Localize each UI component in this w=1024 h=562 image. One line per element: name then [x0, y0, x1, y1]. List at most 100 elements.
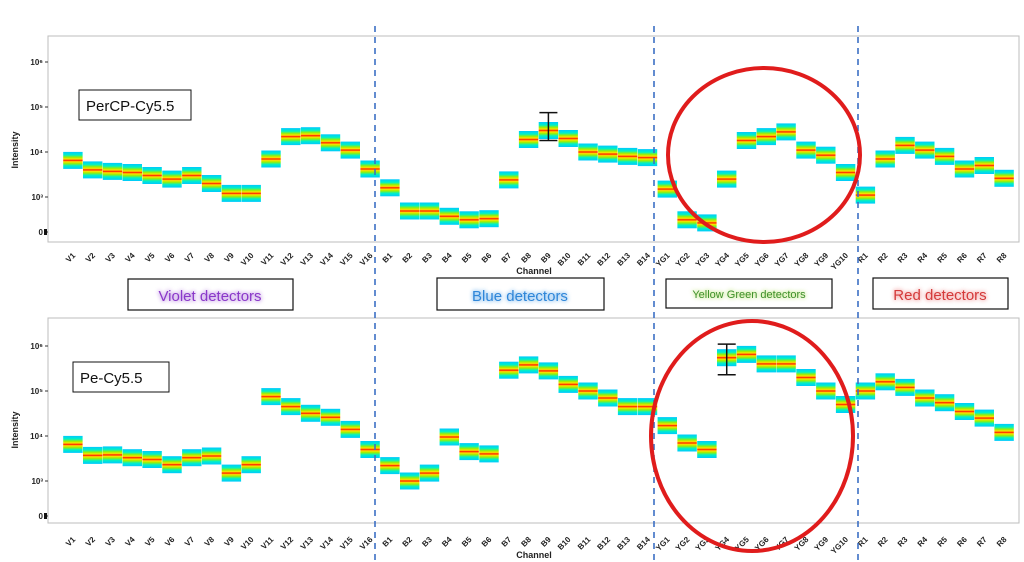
channel-tick-label: R3 [896, 251, 910, 265]
channel-tick-label: V13 [299, 535, 316, 552]
spectrum-bar [102, 162, 123, 180]
highlight-circle-yg-pe [649, 319, 855, 553]
y-axis-label: Intensity [10, 411, 20, 448]
channel-tick-label: R5 [936, 251, 950, 265]
y-tick-label: 10⁶ [30, 342, 43, 351]
channel-tick-label: YG1 [654, 535, 672, 553]
channel-tick-label: B3 [420, 535, 434, 549]
spectrum-bar [736, 345, 757, 363]
red-detectors-label: Red detectors [893, 287, 986, 304]
channel-tick-label: V12 [279, 251, 296, 268]
spectrum-bar [360, 441, 380, 458]
spectrum-bar [281, 398, 301, 416]
spectrum-bar [380, 457, 400, 475]
channel-tick-label: B14 [635, 535, 652, 552]
channel-tick-label: B11 [576, 535, 593, 552]
spectrum-bar [439, 207, 459, 225]
spectrum-bar [142, 451, 162, 468]
y-tick-label: 0 [39, 512, 44, 521]
spectrum-bar [717, 170, 737, 188]
spectrum-bar [201, 447, 222, 465]
channel-tick-label: V15 [338, 535, 355, 552]
spectrum-bar [499, 171, 519, 189]
channel-tick-label: YG8 [793, 251, 811, 269]
y-tick-label: 10⁶ [30, 58, 43, 67]
spectrum-bar [954, 160, 975, 178]
spectrum-bar [934, 394, 955, 412]
blue-detectors-label: Blue detectors [472, 288, 568, 305]
spectrum-bar [300, 127, 321, 145]
channel-tick-label: B6 [480, 251, 494, 265]
spectrum-bar [122, 449, 142, 467]
spectrum-bar [320, 408, 341, 426]
spectrum-bars [63, 122, 1014, 232]
channel-tick-label: V8 [203, 535, 217, 549]
spectrum-bar [875, 150, 895, 168]
spectrum-bar [756, 128, 776, 146]
channel-tick-label: V14 [318, 535, 335, 552]
channel-tick-label: YG3 [694, 251, 712, 269]
channel-tick-label: R8 [995, 251, 1009, 265]
y-tick-label: 10⁴ [30, 148, 43, 157]
spectrum-bar [776, 355, 796, 373]
spectrum-bar [934, 147, 955, 165]
spectrum-bar [201, 175, 222, 192]
channel-tick-label: YG4 [713, 251, 731, 269]
channel-tick-label: YG2 [674, 535, 692, 553]
spectrum-bar [320, 134, 341, 152]
channel-tick-label: V5 [143, 535, 157, 549]
spectrum-bar [400, 202, 420, 220]
dye-label: PerCP-Cy5.5 [86, 98, 174, 115]
channel-tick-label: B3 [420, 251, 434, 265]
spectrum-bar [796, 369, 816, 386]
channel-tick-label: R3 [896, 535, 910, 549]
dye-label-box [72, 361, 170, 393]
channel-tick-label: V7 [183, 251, 197, 265]
channel-tick-label: V10 [239, 251, 256, 268]
channel-tick-label: V1 [64, 251, 78, 265]
channel-tick-label: B6 [480, 535, 494, 549]
red-detectors-glow: Red detectors [893, 287, 986, 304]
spectrum-bar [102, 446, 123, 464]
spectrum-bar [221, 184, 242, 202]
y-tick-labels: 0 10³ 10⁴ 10⁵ 10⁶ [30, 58, 48, 237]
spectrum-bar [736, 132, 757, 149]
spectrum-bar [261, 150, 281, 168]
channel-tick-label: B14 [635, 251, 652, 268]
channel-tick-label: YG10 [829, 251, 850, 272]
channel-tick-label: V2 [84, 251, 98, 265]
spectrum-bar [122, 164, 142, 181]
spectrum-bar [182, 167, 202, 184]
channel-tick-label: V3 [104, 251, 118, 265]
spectrum-bar [162, 456, 182, 474]
spectrum-bar [578, 143, 598, 161]
spectrum-bar [400, 472, 420, 490]
spectrum-bar [558, 130, 578, 147]
y-tick-label: 10⁴ [30, 432, 43, 441]
channel-tick-label: YG1 [654, 251, 672, 269]
spectrum-bar [677, 434, 697, 452]
channel-tick-label: B10 [556, 535, 573, 552]
channel-tick-label: V6 [163, 251, 177, 265]
spectrum-bar [419, 464, 440, 482]
channel-tick-label: V4 [123, 251, 137, 265]
channel-tick-label: V15 [338, 251, 355, 268]
percp-cy5-5-spectrum-panel: Intensity 0 10³ 10⁴ 10⁵ 10⁶ V1 V2 V3 V4 V5 V6 V7 V8… [10, 35, 1020, 276]
group-dividers [374, 26, 859, 562]
channel-tick-label: V6 [163, 535, 177, 549]
spectrum-bar [796, 141, 816, 159]
channel-tick-label: B10 [556, 251, 573, 268]
error-bar [717, 343, 736, 376]
channel-tick-label: V9 [223, 535, 237, 549]
dye-label-box [78, 89, 192, 121]
spectrum-bar [380, 179, 400, 197]
spectrum-bar [756, 355, 776, 373]
channel-tick-label: V14 [318, 251, 335, 268]
spectrum-bar [816, 146, 836, 164]
spectrum-bar [637, 149, 658, 167]
spectrum-bar [221, 464, 242, 482]
red-detectors-box [872, 277, 1009, 310]
channel-tick-label: R8 [995, 535, 1009, 549]
spectrum-bar [677, 211, 697, 229]
